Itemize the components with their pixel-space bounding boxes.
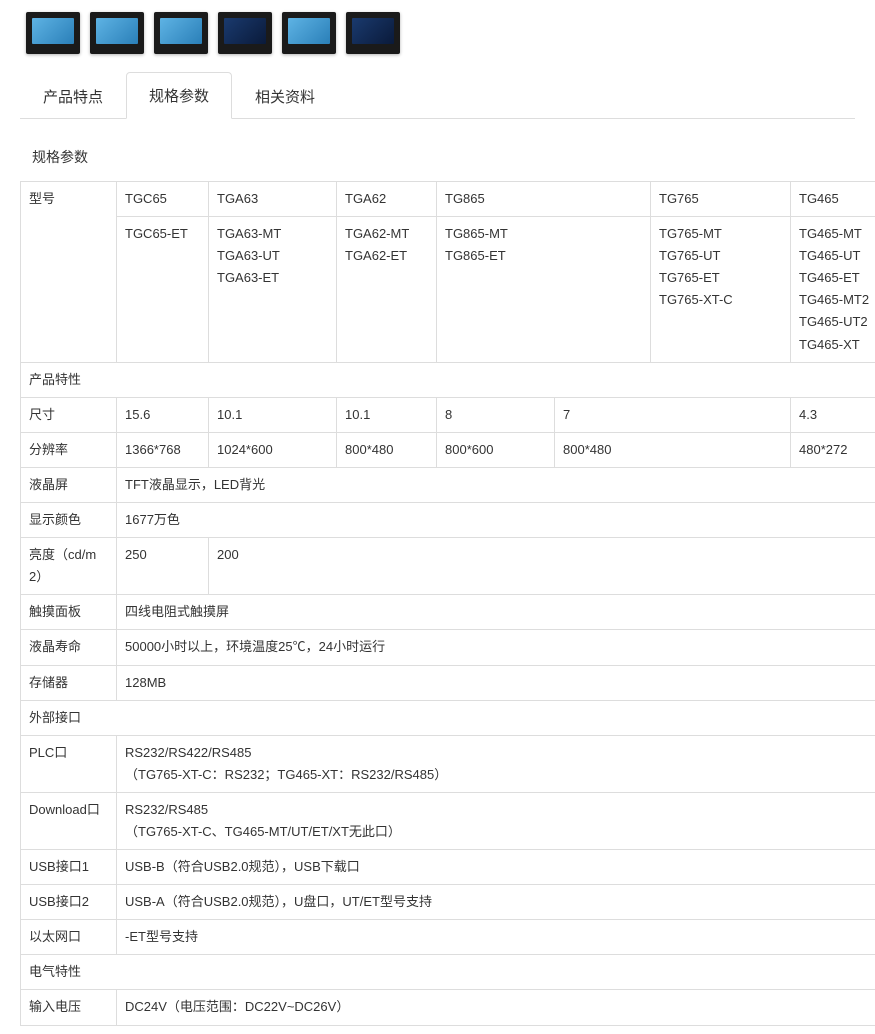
cell: 四线电阻式触摸屏: [117, 595, 875, 630]
label-plc: PLC口: [21, 735, 117, 792]
section-product: 产品特性: [21, 362, 875, 397]
cell: 50000小时以上，环境温度25℃，24小时运行: [117, 630, 875, 665]
thumbnail-1[interactable]: [26, 12, 80, 54]
cell: TGA62-MTTGA62-ET: [337, 217, 437, 363]
cell: DC24V（电压范围：DC22V~DC26V）: [117, 990, 875, 1025]
cell: USB-A（符合USB2.0规范），U盘口，UT/ET型号支持: [117, 885, 875, 920]
label-download: Download口: [21, 792, 117, 849]
cell: -ET型号支持: [117, 920, 875, 955]
label-life: 液晶寿命: [21, 630, 117, 665]
cell: 7: [555, 397, 791, 432]
cell: 8: [437, 397, 555, 432]
label-memory: 存储器: [21, 665, 117, 700]
label-usb1: USB接口1: [21, 850, 117, 885]
label-touch: 触摸面板: [21, 595, 117, 630]
cell: TG465-MTTG465-UTTG465-ETTG465-MT2TG465-U…: [791, 217, 875, 363]
cell: 15.6: [117, 397, 209, 432]
tab-specs[interactable]: 规格参数: [126, 72, 232, 119]
label-model: 型号: [21, 182, 117, 363]
cell: 480*272: [791, 432, 875, 467]
cell: 800*480: [555, 432, 791, 467]
thumbnail-3[interactable]: [154, 12, 208, 54]
cell: 1024*600: [209, 432, 337, 467]
tab-docs[interactable]: 相关资料: [232, 73, 338, 119]
label-lcd: 液晶屏: [21, 467, 117, 502]
cell: TGA63: [209, 182, 337, 217]
cell: TG765: [651, 182, 791, 217]
label-resolution: 分辨率: [21, 432, 117, 467]
cell: USB-B（符合USB2.0规范），USB下载口: [117, 850, 875, 885]
cell: TGC65: [117, 182, 209, 217]
section-electrical: 电气特性: [21, 955, 875, 990]
thumbnail-strip: [20, 8, 855, 72]
cell: 800*480: [337, 432, 437, 467]
cell: TG865-MTTG865-ET: [437, 217, 651, 363]
cell: 200: [209, 538, 875, 595]
label-usb2: USB接口2: [21, 885, 117, 920]
label-brightness: 亮度（cd/m2）: [21, 538, 117, 595]
cell: 128MB: [117, 665, 875, 700]
tab-bar: 产品特点 规格参数 相关资料: [20, 72, 855, 119]
cell: TFT液晶显示，LED背光: [117, 467, 875, 502]
cell: 1677万色: [117, 503, 875, 538]
label-size: 尺寸: [21, 397, 117, 432]
cell: TG865: [437, 182, 651, 217]
thumbnail-2[interactable]: [90, 12, 144, 54]
cell: TGA62: [337, 182, 437, 217]
thumbnail-6[interactable]: [346, 12, 400, 54]
cell: TG465: [791, 182, 875, 217]
cell: TG765-MTTG765-UTTG765-ETTG765-XT-C: [651, 217, 791, 363]
thumbnail-5[interactable]: [282, 12, 336, 54]
cell: 800*600: [437, 432, 555, 467]
cell: TGC65-ET: [117, 217, 209, 363]
cell: 4.3: [791, 397, 875, 432]
label-ethernet: 以太网口: [21, 920, 117, 955]
section-io: 外部接口: [21, 700, 875, 735]
spec-table: 型号 TGC65 TGA63 TGA62 TG865 TG765 TG465 T…: [20, 181, 875, 1026]
tab-features[interactable]: 产品特点: [20, 73, 126, 119]
cell: 10.1: [209, 397, 337, 432]
label-color: 显示颜色: [21, 503, 117, 538]
cell: TGA63-MTTGA63-UTTGA63-ET: [209, 217, 337, 363]
cell: RS232/RS422/RS485（TG765-XT-C：RS232；TG465…: [117, 735, 875, 792]
cell: 250: [117, 538, 209, 595]
label-input-voltage: 输入电压: [21, 990, 117, 1025]
cell: 1366*768: [117, 432, 209, 467]
cell: RS232/RS485（TG765-XT-C、TG465-MT/UT/ET/XT…: [117, 792, 875, 849]
thumbnail-4[interactable]: [218, 12, 272, 54]
cell: 10.1: [337, 397, 437, 432]
panel-title: 规格参数: [20, 119, 855, 181]
